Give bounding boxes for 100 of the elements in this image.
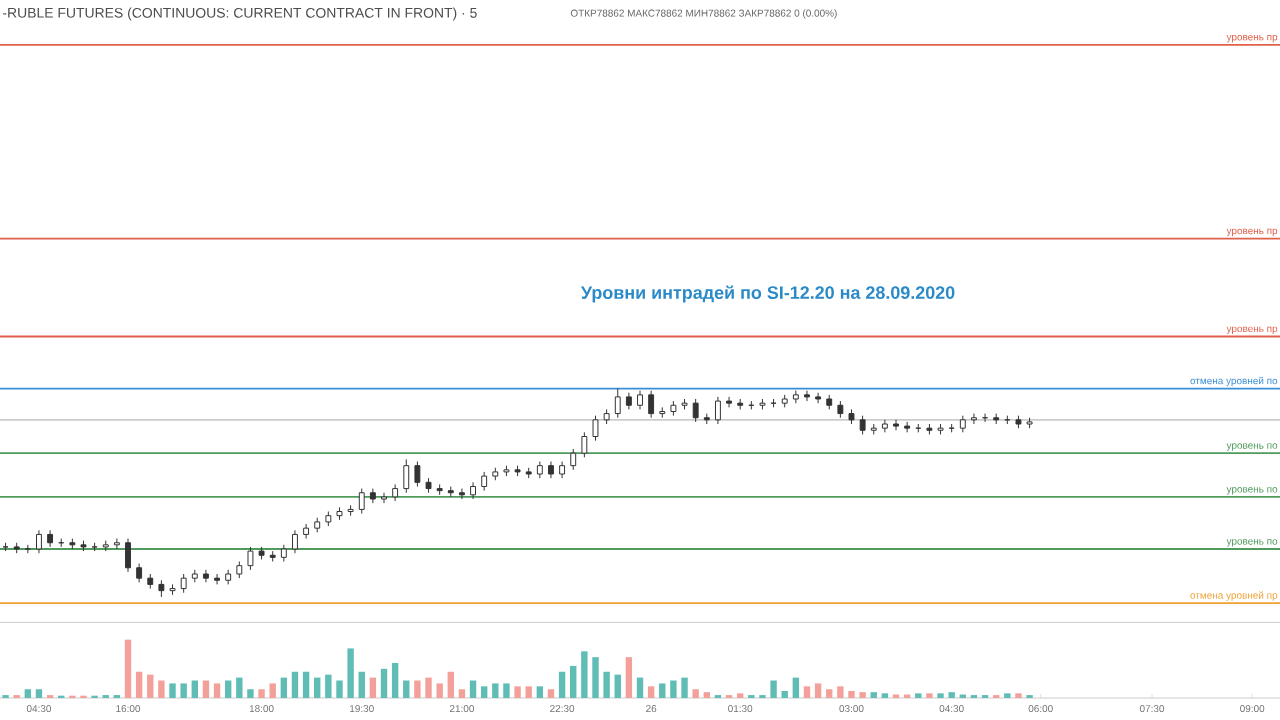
candlestick	[481, 471, 488, 492]
bar	[291, 671, 299, 698]
candlestick	[247, 546, 254, 571]
candlestick	[581, 431, 588, 458]
bar	[336, 680, 343, 698]
candlestick	[614, 388, 621, 419]
bar	[814, 683, 822, 698]
bar	[247, 689, 254, 698]
bar	[391, 663, 399, 698]
bar	[948, 692, 955, 698]
candlestick	[414, 461, 421, 487]
bar	[670, 680, 677, 698]
candlestick	[592, 415, 599, 442]
candlestick	[726, 396, 732, 408]
candlestick	[214, 573, 220, 585]
bar	[314, 677, 321, 698]
bar	[792, 677, 800, 698]
candlestick	[648, 390, 655, 419]
bar	[347, 648, 354, 698]
candlestick	[47, 529, 54, 548]
candlestick	[881, 419, 888, 433]
candlestick	[358, 488, 365, 515]
candlestick	[303, 523, 310, 540]
bar	[191, 680, 198, 698]
candlestick	[125, 538, 131, 573]
bar	[681, 677, 688, 698]
candlestick	[970, 413, 977, 425]
bar	[269, 683, 276, 698]
bar	[213, 683, 221, 698]
bar	[803, 686, 811, 698]
candlestick	[403, 458, 410, 494]
bar	[692, 689, 699, 698]
bar	[837, 686, 844, 698]
bar	[414, 680, 421, 698]
candlestick	[815, 392, 822, 404]
bar	[570, 665, 577, 698]
bar	[325, 674, 332, 698]
candlestick	[180, 573, 187, 594]
bar	[302, 671, 310, 698]
bar	[224, 680, 232, 698]
bar	[403, 680, 410, 698]
bar	[458, 689, 466, 698]
candlestick	[570, 448, 577, 471]
bar	[636, 677, 644, 698]
bar	[859, 692, 866, 698]
bar	[202, 680, 210, 698]
text: Уровни интрадей по SI-12.20 на 28.09.2020	[580, 285, 955, 303]
bar	[180, 683, 187, 698]
candlestick	[804, 390, 810, 402]
bar	[258, 689, 265, 698]
bar	[659, 683, 666, 698]
candlestick	[637, 390, 643, 410]
bar	[625, 657, 633, 698]
bar	[536, 686, 544, 698]
candlestick	[381, 492, 387, 504]
bar	[24, 689, 32, 698]
candlestick	[692, 398, 699, 423]
candlestick	[470, 481, 476, 500]
bar	[614, 674, 621, 698]
candlestick	[36, 529, 42, 554]
bar	[447, 671, 454, 698]
bar	[469, 680, 477, 698]
bar	[558, 671, 566, 698]
bar	[147, 674, 154, 698]
bar	[369, 677, 377, 698]
candlestick	[904, 421, 911, 433]
bar	[236, 677, 243, 698]
bar	[169, 683, 176, 698]
bar	[158, 680, 165, 698]
bar	[492, 683, 499, 698]
candlestick	[292, 529, 298, 554]
bar	[358, 671, 365, 698]
bar	[547, 689, 555, 698]
bar	[603, 671, 610, 698]
bar	[480, 686, 488, 698]
bar	[124, 639, 132, 698]
bar	[503, 683, 510, 698]
candlestick	[202, 569, 209, 583]
bar	[826, 689, 833, 698]
bar	[848, 691, 855, 698]
candlestick	[136, 563, 143, 583]
candlestick	[113, 538, 120, 550]
candlestick	[893, 419, 899, 431]
bar	[870, 692, 877, 698]
bar	[280, 677, 288, 698]
bar	[425, 677, 432, 698]
bar	[581, 651, 588, 698]
bar	[380, 668, 388, 698]
bar	[436, 683, 443, 698]
bar	[781, 691, 788, 698]
candlestick	[458, 488, 465, 500]
bar	[35, 689, 43, 698]
candlestick	[714, 396, 721, 425]
bar	[770, 680, 777, 698]
bar	[135, 671, 143, 698]
bar	[647, 686, 655, 698]
bar	[525, 686, 532, 698]
bar	[703, 692, 710, 698]
candlestick	[859, 415, 866, 435]
bar	[514, 686, 521, 698]
